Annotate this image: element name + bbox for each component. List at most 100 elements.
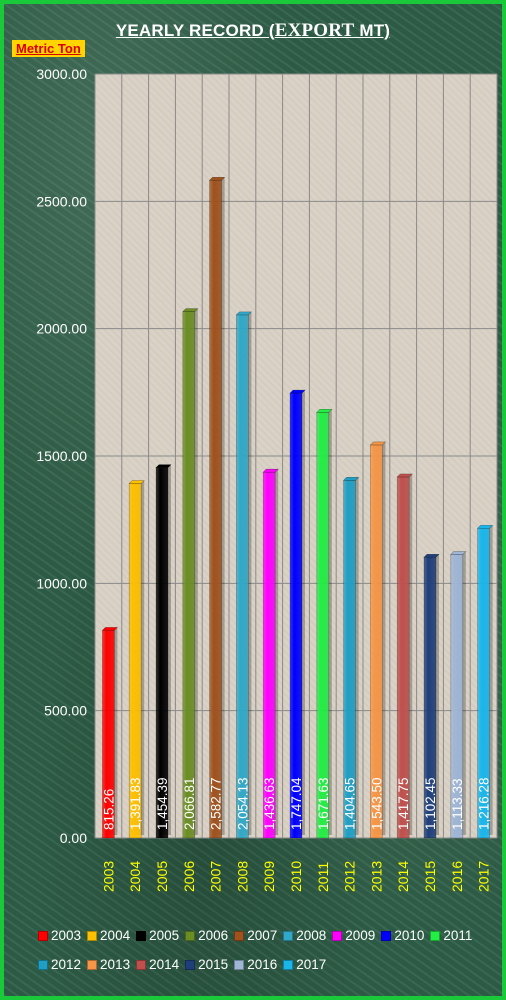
data-label-2014: 1,417.75 xyxy=(396,777,411,830)
legend-item-2010: 2010 xyxy=(381,928,424,943)
bar-top xyxy=(450,551,467,555)
x-tick-label: 2016 xyxy=(449,861,465,892)
data-label-2004: 1,391.83 xyxy=(128,777,143,830)
legend-item-2004: 2004 xyxy=(87,928,130,943)
bar-top xyxy=(342,476,360,481)
bar-2006 xyxy=(182,311,196,839)
data-label-2013: 1,543.50 xyxy=(369,777,384,830)
y-tick-label: 0.00 xyxy=(60,830,87,846)
chart-legend: 2003 2004 2005 2006 2007 2008 2009 2010 2011 2012… xyxy=(38,928,478,972)
x-tick-label: 2008 xyxy=(234,861,250,892)
bar-top xyxy=(101,627,119,631)
legend-label: 2004 xyxy=(100,928,131,943)
x-tick-label: 2009 xyxy=(261,861,277,892)
x-tick-label: 2010 xyxy=(288,861,304,892)
y-axis-unit-label: Metric Ton xyxy=(12,40,85,57)
legend-swatch xyxy=(185,930,196,941)
bar-2007 xyxy=(209,179,222,839)
legend-item-2011: 2011 xyxy=(430,928,472,943)
legend-swatch xyxy=(87,930,98,941)
legend-label: 2011 xyxy=(443,928,473,943)
bar-top xyxy=(369,441,387,446)
legend-item-2016: 2016 xyxy=(234,957,277,972)
legend-item-2015: 2015 xyxy=(185,957,228,972)
legend-swatch xyxy=(185,959,196,970)
bar-top xyxy=(235,311,253,316)
legend-label: 2015 xyxy=(198,957,229,972)
legend-label: 2017 xyxy=(296,957,327,972)
legend-swatch xyxy=(430,930,441,941)
legend-label: 2009 xyxy=(345,928,376,943)
bar-2008 xyxy=(236,314,249,839)
title-prefix: YEARLY RECORD ( xyxy=(115,21,275,40)
legend-swatch xyxy=(234,959,245,970)
title-suffix: MT) xyxy=(354,21,391,40)
data-label-2003: 815.26 xyxy=(101,789,116,830)
y-tick-label: 1500.00 xyxy=(36,448,87,464)
legend-item-2005: 2005 xyxy=(136,928,179,943)
legend-item-2006: 2006 xyxy=(185,928,228,943)
legend-swatch xyxy=(136,959,147,970)
bar-top xyxy=(316,408,333,413)
x-tick-label: 2006 xyxy=(181,861,197,892)
x-tick-label: 2015 xyxy=(422,861,438,892)
legend-item-2009: 2009 xyxy=(332,928,375,943)
legend-swatch xyxy=(38,959,48,970)
legend-item-2012: 2012 xyxy=(38,957,81,972)
y-tick-label: 1000.00 xyxy=(36,575,87,591)
legend-label: 2007 xyxy=(247,928,278,943)
chart-title: YEARLY RECORD (EXPORT MT) xyxy=(0,20,506,42)
bar-top xyxy=(423,553,440,558)
data-label-2009: 1,436.63 xyxy=(262,777,277,830)
bar-top xyxy=(128,480,145,484)
legend-swatch xyxy=(381,930,392,941)
legend-item-2013: 2013 xyxy=(87,957,130,972)
y-tick-label: 2000.00 xyxy=(36,321,87,337)
legend-item-2008: 2008 xyxy=(283,928,326,943)
legend-label: 2003 xyxy=(51,928,82,943)
x-tick-label: 2014 xyxy=(395,861,411,892)
y-tick-label: 500.00 xyxy=(44,703,87,719)
legend-swatch xyxy=(332,930,343,941)
data-label-2012: 1,404.65 xyxy=(343,777,358,830)
data-label-2007: 2,582.77 xyxy=(209,777,224,830)
legend-item-2007: 2007 xyxy=(234,928,277,943)
x-tick-label: 2011 xyxy=(315,862,331,892)
legend-item-2017: 2017 xyxy=(283,957,326,972)
bar-top xyxy=(476,524,494,529)
data-label-2005: 1,454.39 xyxy=(155,777,170,830)
legend-label: 2013 xyxy=(100,957,131,972)
data-label-2008: 2,054.13 xyxy=(235,777,250,830)
title-emphasis: EXPORT xyxy=(274,20,355,41)
bar-top xyxy=(182,308,199,312)
x-tick-label: 2013 xyxy=(368,861,384,892)
bar-top xyxy=(208,176,226,181)
data-label-2015: 1,102.45 xyxy=(423,777,438,830)
bar-top xyxy=(289,389,306,394)
data-label-2016: 1,113.33 xyxy=(450,778,465,830)
legend-label: 2005 xyxy=(149,928,180,943)
x-tick-label: 2007 xyxy=(208,861,224,892)
legend-label: 2008 xyxy=(296,928,327,943)
legend-label: 2010 xyxy=(394,928,425,943)
legend-item-2003: 2003 xyxy=(38,928,81,943)
legend-swatch xyxy=(38,930,48,941)
legend-swatch xyxy=(283,959,294,970)
bar-2011 xyxy=(316,411,330,839)
x-tick-label: 2005 xyxy=(154,861,170,892)
legend-swatch xyxy=(136,930,147,941)
y-tick-label: 2500.00 xyxy=(36,193,87,209)
bar-top xyxy=(396,473,413,478)
legend-swatch xyxy=(87,959,98,970)
legend-swatch xyxy=(234,930,245,941)
y-tick-label: 3000.00 xyxy=(36,66,87,82)
x-tick-label: 2004 xyxy=(127,861,143,892)
data-label-2006: 2,066.81 xyxy=(182,777,197,830)
x-tick-label: 2017 xyxy=(476,861,492,892)
bar-2010 xyxy=(289,392,303,839)
legend-label: 2014 xyxy=(149,957,180,972)
x-tick-label: 2012 xyxy=(342,861,358,892)
legend-label: 2012 xyxy=(51,957,82,972)
legend-label: 2016 xyxy=(247,957,278,972)
